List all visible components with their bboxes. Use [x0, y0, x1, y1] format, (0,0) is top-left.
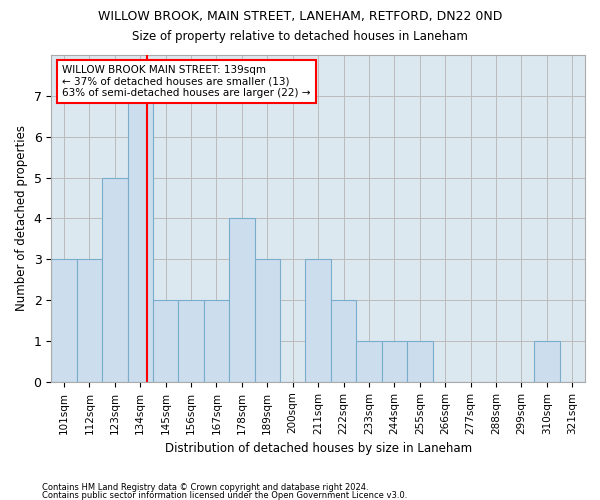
- Bar: [77, 260, 102, 382]
- Text: Contains public sector information licensed under the Open Government Licence v3: Contains public sector information licen…: [42, 490, 407, 500]
- Bar: [128, 96, 153, 382]
- Text: Size of property relative to detached houses in Laneham: Size of property relative to detached ho…: [132, 30, 468, 43]
- Bar: [534, 341, 560, 382]
- Bar: [229, 218, 254, 382]
- Bar: [51, 260, 77, 382]
- Text: WILLOW BROOK, MAIN STREET, LANEHAM, RETFORD, DN22 0ND: WILLOW BROOK, MAIN STREET, LANEHAM, RETF…: [98, 10, 502, 23]
- Text: WILLOW BROOK MAIN STREET: 139sqm
← 37% of detached houses are smaller (13)
63% o: WILLOW BROOK MAIN STREET: 139sqm ← 37% o…: [62, 65, 310, 98]
- Bar: [305, 260, 331, 382]
- Bar: [178, 300, 204, 382]
- Y-axis label: Number of detached properties: Number of detached properties: [15, 126, 28, 312]
- X-axis label: Distribution of detached houses by size in Laneham: Distribution of detached houses by size …: [164, 442, 472, 455]
- Bar: [331, 300, 356, 382]
- Bar: [153, 300, 178, 382]
- Bar: [102, 178, 128, 382]
- Bar: [407, 341, 433, 382]
- Bar: [254, 260, 280, 382]
- Bar: [356, 341, 382, 382]
- Text: Contains HM Land Registry data © Crown copyright and database right 2024.: Contains HM Land Registry data © Crown c…: [42, 484, 368, 492]
- Bar: [204, 300, 229, 382]
- Bar: [382, 341, 407, 382]
